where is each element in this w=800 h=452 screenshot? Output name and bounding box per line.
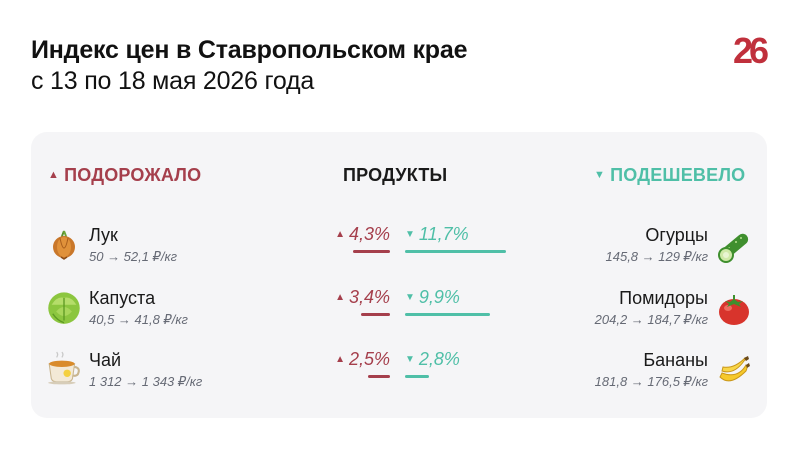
triangle-down-icon: ▼: [405, 354, 415, 365]
cabbage-icon: [48, 292, 80, 324]
increase-value: 3,4%: [348, 287, 390, 307]
cucumber-icon: [718, 233, 749, 263]
column-header-up: ▲ ПОДОРОЖАЛО: [48, 165, 201, 186]
decrease-value: 2,8%: [418, 349, 460, 369]
column-header-products: ПРОДУКТЫ: [343, 165, 448, 185]
price-row: Чай 1 312 → 1 343 ₽/кг ▲ 2,5% ▼ 2,8% Банан…: [0, 343, 800, 403]
down-label: ПОДЕШЕВЕЛО: [610, 165, 746, 185]
triangle-down-icon: ▼: [405, 292, 415, 303]
decrease-bar: [405, 375, 429, 378]
page-title: Индекс цен в Ставропольском крае: [31, 36, 468, 64]
onion-icon: [53, 230, 75, 260]
increase-percent: ▲ 4,3%: [335, 224, 390, 245]
decrease-percent: ▼ 9,9%: [405, 287, 460, 308]
up-label: ПОДОРОЖАЛО: [64, 165, 202, 185]
price-card: [31, 132, 767, 418]
product-name: Лук: [89, 225, 118, 245]
tea-cup-icon: [48, 351, 80, 385]
increase-bar: [368, 375, 390, 378]
increase-percent: ▲ 3,4%: [335, 287, 390, 308]
increase-bar: [361, 313, 390, 316]
price-row: Капуста 40,5 → 41,8 ₽/кг ▲ 3,4% ▼ 9,9% Пом…: [0, 281, 800, 341]
product-name: Огурцы: [645, 225, 708, 245]
logo-text: 26: [733, 30, 768, 70]
product-price: 181,8 → 176,5 ₽/кг: [594, 374, 708, 389]
banana-icon: [719, 356, 750, 382]
decrease-percent: ▼ 11,7%: [405, 224, 469, 245]
product-price: 145,8 → 129 ₽/кг: [605, 249, 709, 264]
product-price: 40,5 → 41,8 ₽/кг: [89, 312, 188, 327]
increase-percent: ▲ 2,5%: [335, 349, 390, 370]
decrease-value: 11,7%: [418, 224, 469, 244]
price-row: Лук 50 → 52,1 ₽/кг ▲ 4,3% ▼ 11,7% Огурцы 1…: [0, 218, 800, 278]
product-price: 50 → 52,1 ₽/кг: [89, 249, 178, 264]
column-header-down: ▼ ПОДЕШЕВЕЛО: [594, 165, 745, 186]
page-subtitle: с 13 по 18 мая 2026 года: [31, 67, 315, 95]
product-name: Бананы: [643, 350, 708, 370]
triangle-up-icon: ▲: [335, 292, 345, 303]
decrease-percent: ▼ 2,8%: [405, 349, 460, 370]
product-name: Капуста: [89, 288, 156, 308]
decrease-bar: [405, 313, 490, 316]
product-price: 1 312 → 1 343 ₽/кг: [89, 374, 203, 389]
decrease-bar: [405, 250, 506, 253]
triangle-up-icon: ▲: [335, 229, 345, 240]
decrease-value: 9,9%: [418, 287, 460, 307]
product-name: Чай: [89, 350, 122, 370]
triangle-up-icon: ▲: [48, 169, 60, 181]
increase-value: 2,5%: [348, 349, 390, 369]
triangle-up-icon: ▲: [335, 354, 345, 365]
tomato-icon: [719, 295, 749, 325]
triangle-down-icon: ▼: [405, 229, 415, 240]
product-price: 204,2 → 184,7 ₽/кг: [594, 312, 708, 327]
logo-26-icon: 26: [733, 30, 771, 70]
increase-bar: [353, 250, 390, 253]
product-name: Помидоры: [619, 288, 708, 308]
triangle-down-icon: ▼: [594, 169, 606, 181]
increase-value: 4,3%: [348, 224, 390, 244]
